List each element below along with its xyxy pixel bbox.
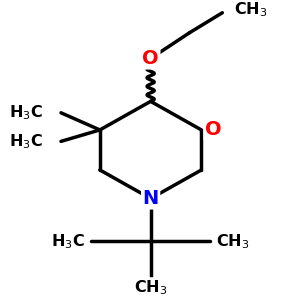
Text: H$_3$C: H$_3$C — [51, 232, 85, 251]
Text: O: O — [142, 49, 159, 68]
Text: CH$_3$: CH$_3$ — [216, 232, 250, 251]
Text: CH$_3$: CH$_3$ — [234, 1, 268, 19]
Text: O: O — [205, 120, 222, 140]
Text: CH$_3$: CH$_3$ — [134, 279, 167, 297]
Text: N: N — [142, 189, 159, 208]
Text: H$_3$C: H$_3$C — [9, 103, 43, 122]
Text: H$_3$C: H$_3$C — [9, 132, 43, 151]
